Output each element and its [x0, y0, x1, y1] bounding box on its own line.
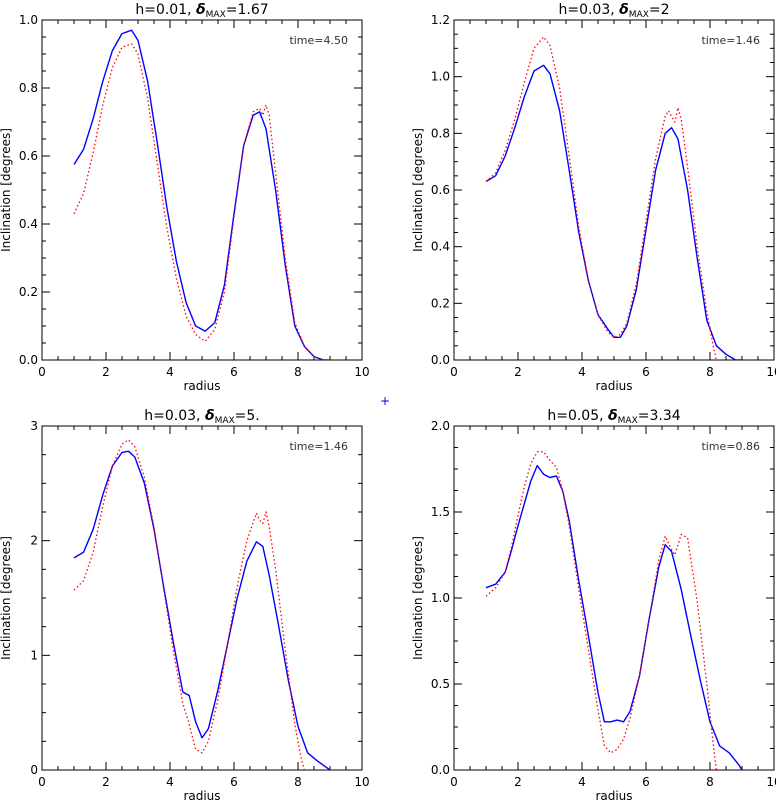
- time-annotation: time=0.86: [701, 440, 760, 453]
- title-prefix: h=0.03,: [558, 2, 619, 18]
- time-annotation: time=1.46: [289, 440, 348, 453]
- y-tick-label: 0.5: [431, 677, 450, 691]
- panel-title: h=0.03, δMAX=5.: [144, 408, 260, 426]
- panel-title: h=0.03, δMAX=2: [558, 2, 669, 20]
- title-delta: δ: [619, 2, 629, 18]
- x-tick-label: 8: [706, 365, 714, 379]
- y-axis-title: Inclination [degrees]: [0, 128, 13, 252]
- y-tick-label: 0.4: [431, 240, 450, 254]
- x-tick-label: 4: [578, 775, 586, 789]
- time-annotation: time=4.50: [289, 34, 348, 47]
- y-tick-label: 2: [30, 534, 38, 548]
- y-tick-label: 0.0: [431, 763, 450, 777]
- x-tick-label: 2: [102, 365, 110, 379]
- plot-frame: [453, 19, 775, 361]
- title-subscript: MAX: [629, 10, 649, 20]
- x-tick-label: 10: [766, 365, 776, 379]
- chart-panel-2: 0 2 4 6 8 10 0.0 0.2 0.4 0.6 0.8 1.0 1.2 radius Inclin…: [411, 2, 776, 393]
- x-tick-label: 0: [38, 775, 46, 789]
- x-axis-title: radius: [595, 789, 632, 801]
- x-tick-label: 10: [354, 775, 369, 789]
- y-tick-label: 0.2: [431, 296, 450, 310]
- title-suffix: =2: [649, 2, 670, 18]
- x-axis-title: radius: [183, 789, 220, 801]
- x-tick-label: 0: [450, 775, 458, 789]
- x-tick-label: 8: [294, 775, 302, 789]
- series-line-dotted: [485, 36, 718, 360]
- title-prefix: h=0.03,: [144, 408, 205, 424]
- x-tick-label: 0: [450, 365, 458, 379]
- x-tick-label: 4: [578, 365, 586, 379]
- y-axis-title: Inclination [degrees]: [411, 536, 425, 660]
- y-tick-label: 0.6: [431, 183, 450, 197]
- plot-frame: [41, 425, 363, 771]
- x-tick-label: 10: [354, 365, 369, 379]
- title-delta: δ: [205, 408, 215, 424]
- series-line-dotted: [73, 43, 330, 360]
- x-tick-label: 6: [230, 775, 238, 789]
- chart-panel-3: 0 2 4 6 8 10 0 1 2 3 radius Inclination [degrees] h=…: [0, 408, 370, 801]
- chart-panel-1: 0 2 4 6 8 10 0.0 0.2 0.4 0.6 0.8 1.0 radius Inclinati…: [0, 2, 370, 393]
- center-marker: +: [380, 394, 390, 408]
- y-tick-label: 2.0: [431, 419, 450, 433]
- title-prefix: h=0.01,: [135, 2, 196, 18]
- panel-title: h=0.01, δMAX=1.67: [135, 2, 268, 20]
- series-line-dotted: [485, 451, 718, 770]
- y-axis-title: Inclination [degrees]: [411, 128, 425, 252]
- y-tick-label: 3: [30, 419, 38, 433]
- x-tick-label: 6: [642, 365, 650, 379]
- series-line-solid: [485, 64, 742, 360]
- y-tick-label: 0: [30, 763, 38, 777]
- series-line-solid: [73, 29, 330, 360]
- x-tick-label: 0: [38, 365, 46, 379]
- title-subscript: MAX: [215, 416, 235, 426]
- x-tick-label: 2: [514, 365, 522, 379]
- y-tick-label: 0.0: [431, 353, 450, 367]
- title-suffix: =3.34: [638, 408, 681, 424]
- time-annotation: time=1.46: [701, 34, 760, 47]
- title-delta: δ: [608, 408, 618, 424]
- title-delta: δ: [196, 2, 206, 18]
- x-tick-label: 4: [166, 775, 174, 789]
- y-tick-label: 1.0: [431, 70, 450, 84]
- y-tick-label: 1: [30, 648, 38, 662]
- title-suffix: =5.: [235, 408, 260, 424]
- series-line-dotted: [73, 439, 306, 770]
- y-tick-label: 0.8: [19, 81, 38, 95]
- y-tick-label: 0.6: [19, 149, 38, 163]
- chart-panel-4: 0 2 4 6 8 10 0.0 0.5 1.0 1.5 2.0 radius Inclination …: [411, 408, 776, 801]
- x-tick-label: 2: [514, 775, 522, 789]
- y-tick-label: 0.8: [431, 126, 450, 140]
- series-line-solid: [73, 450, 331, 770]
- plot-frame: [41, 19, 363, 361]
- x-tick-label: 6: [642, 775, 650, 789]
- x-tick-label: 8: [294, 365, 302, 379]
- y-tick-label: 0.0: [19, 353, 38, 367]
- x-tick-label: 10: [766, 775, 776, 789]
- x-tick-label: 6: [230, 365, 238, 379]
- y-tick-label: 0.4: [19, 217, 38, 231]
- plot-frame: [453, 425, 775, 771]
- y-tick-label: 1.0: [431, 591, 450, 605]
- title-prefix: h=0.05,: [547, 408, 608, 424]
- x-axis-title: radius: [595, 379, 632, 393]
- y-tick-label: 1.5: [431, 505, 450, 519]
- title-subscript: MAX: [618, 416, 638, 426]
- y-tick-label: 0.2: [19, 285, 38, 299]
- x-tick-label: 8: [706, 775, 714, 789]
- x-tick-label: 4: [166, 365, 174, 379]
- y-axis-title: Inclination [degrees]: [0, 536, 13, 660]
- title-suffix: =1.67: [226, 2, 269, 18]
- series-line-solid: [485, 464, 743, 770]
- x-tick-label: 2: [102, 775, 110, 789]
- title-subscript: MAX: [206, 10, 226, 20]
- y-tick-label: 1.2: [431, 13, 450, 27]
- x-axis-title: radius: [183, 379, 220, 393]
- panel-title: h=0.05, δMAX=3.34: [547, 408, 680, 426]
- y-tick-label: 1.0: [19, 13, 38, 27]
